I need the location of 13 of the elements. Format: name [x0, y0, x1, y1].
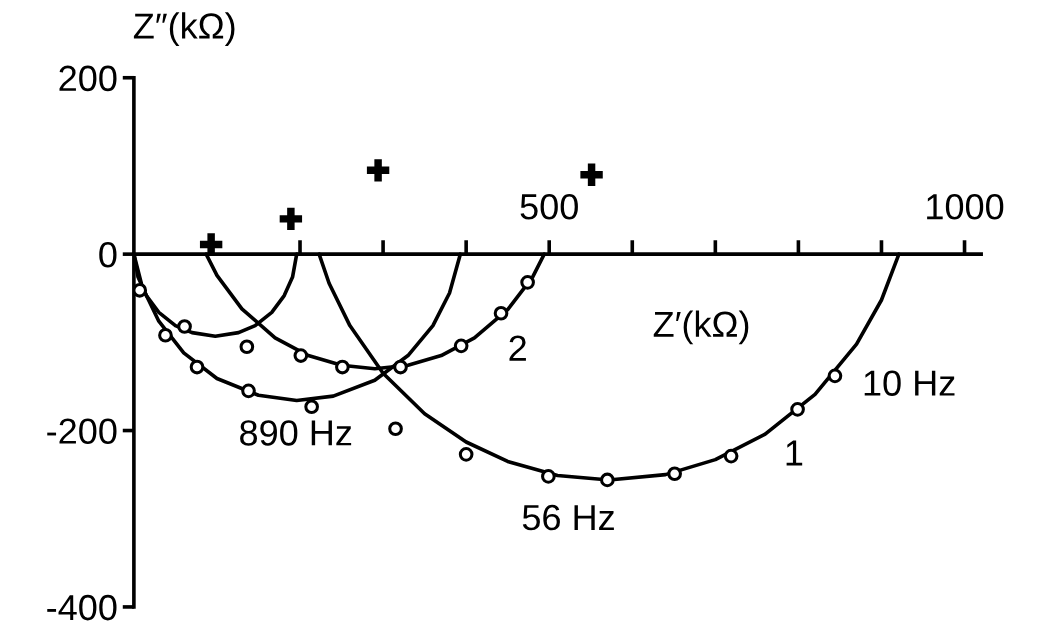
- annotation: 890 Hz: [240, 420, 352, 446]
- y-tick-label: -200: [47, 418, 117, 444]
- x-axis-title: Z′(kΩ): [653, 310, 749, 345]
- y-axis-title: Z″(kΩ): [133, 12, 235, 46]
- x-tick-label: 1000: [927, 193, 1004, 220]
- y-tick-label: -400: [47, 594, 117, 621]
- annotation: 10 Hz: [864, 370, 955, 396]
- x-tick-label: 500: [520, 193, 578, 220]
- annotation: 56 Hz: [522, 504, 614, 531]
- y-tick-label: 200: [59, 65, 117, 92]
- y-tick-label: 0: [99, 242, 117, 268]
- annotation: 1: [786, 440, 803, 466]
- annotation: 2: [509, 335, 526, 361]
